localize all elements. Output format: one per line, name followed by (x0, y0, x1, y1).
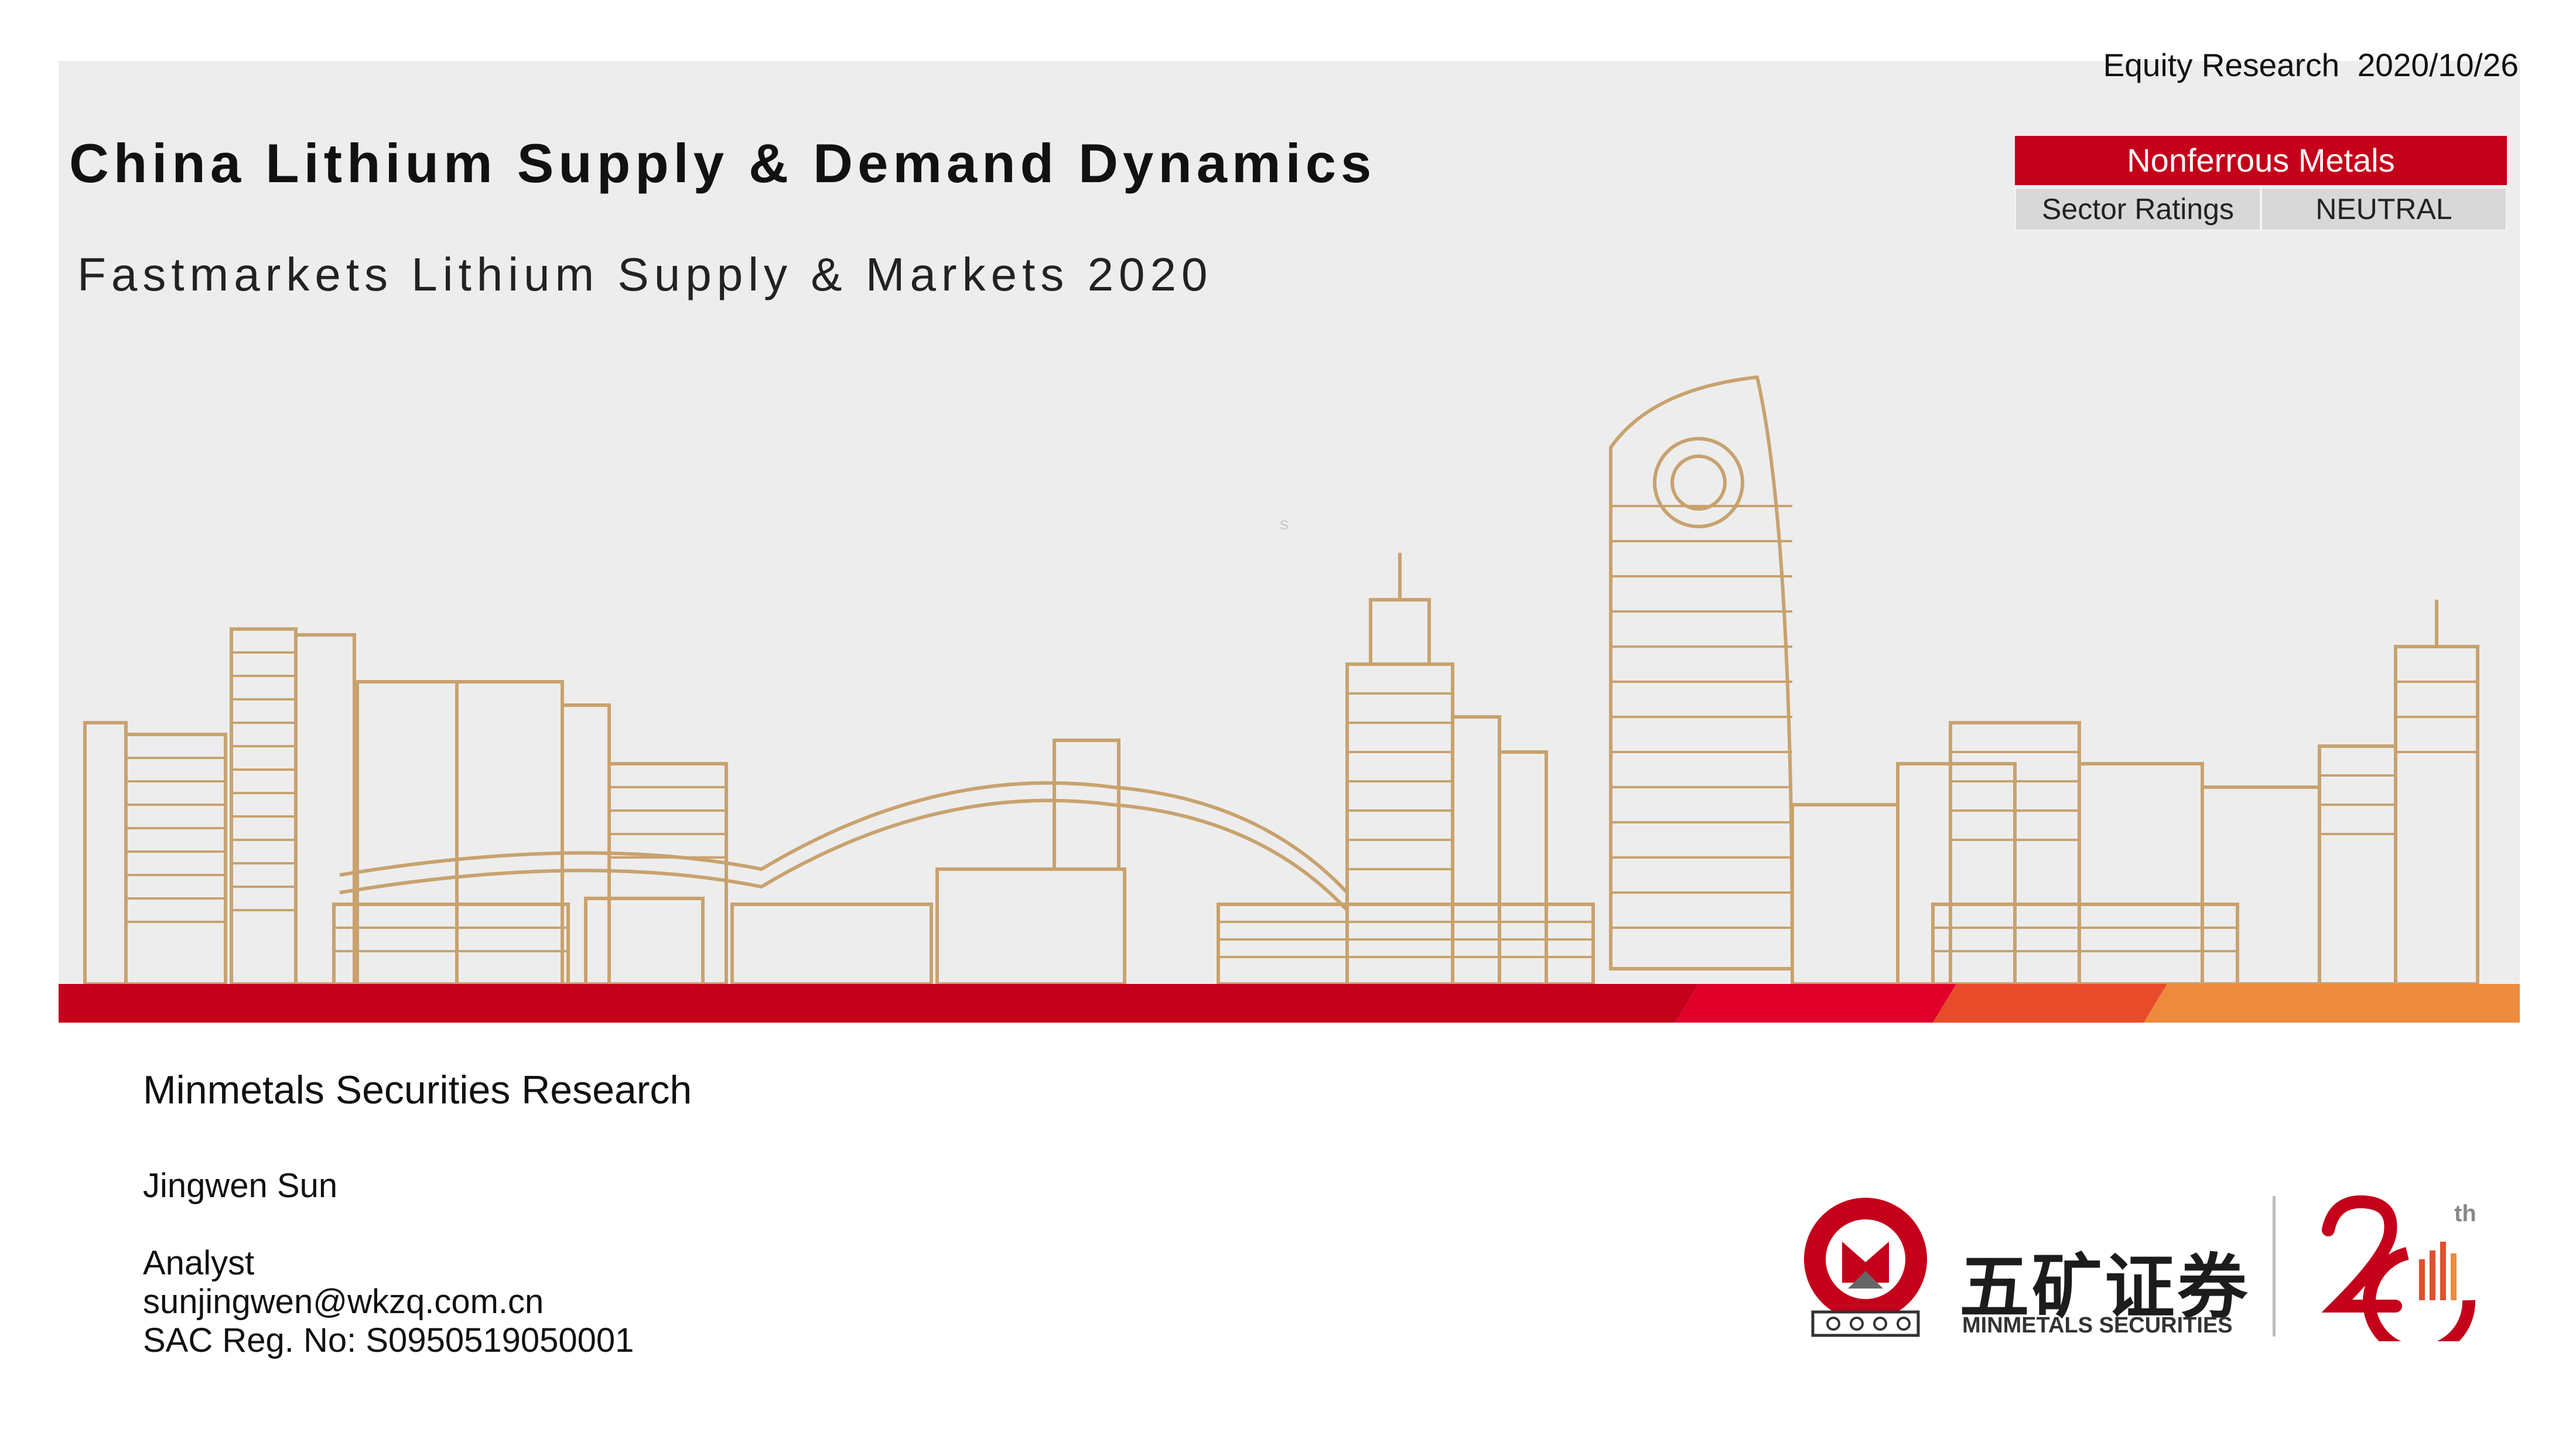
analyst-name: Jingwen Sun (143, 1167, 338, 1205)
analyst-role: Analyst (143, 1244, 255, 1282)
logo-divider (2273, 1196, 2276, 1337)
analyst-reg-number: SAC Reg. No: S0950519050001 (143, 1321, 634, 1359)
analyst-email: sunjingwen@wkzq.com.cn (143, 1283, 544, 1321)
report-type: Equity Research (2103, 47, 2340, 83)
anniversary-suffix: th (2454, 1201, 2476, 1226)
report-subtitle: Fastmarkets Lithium Supply & Markets 202… (77, 248, 1213, 300)
sector-ratings-row: Sector Ratings NEUTRAL (2015, 187, 2507, 231)
report-date: 2020/10/26 (2357, 47, 2519, 83)
sector-ratings-label: Sector Ratings (2015, 187, 2261, 231)
brand-name-english: MINMETALS SECURITIES (1962, 1313, 2233, 1338)
brand-color-band (59, 984, 2520, 1023)
brand-name-chinese: 五矿证券 (1959, 1247, 2250, 1328)
analyst-block: Jingwen Sun Analyst sunjingwen@wkzq.com.… (143, 1167, 634, 1360)
report-title: China Lithium Supply & Demand Dynamics (69, 132, 1376, 194)
report-type-date: Equity Research 2020/10/26 (1991, 39, 2519, 91)
research-org: Minmetals Securities Research (143, 1068, 692, 1112)
city-skyline-illustration (83, 375, 2479, 984)
sector-label: Nonferrous Metals (2015, 136, 2507, 185)
20th-anniversary-logo: th (2321, 1195, 2476, 1341)
stray-mark: s (1280, 514, 1289, 534)
sector-rating-value: NEUTRAL (2261, 187, 2507, 231)
minmetals-badge-logo (1804, 1198, 1927, 1337)
